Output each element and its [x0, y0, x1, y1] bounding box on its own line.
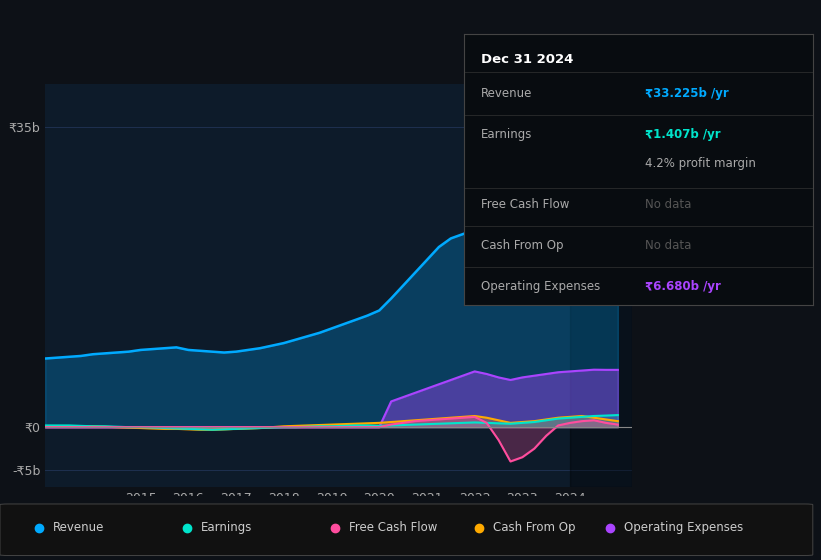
- FancyBboxPatch shape: [0, 504, 813, 556]
- Text: 4.2% profit margin: 4.2% profit margin: [645, 157, 756, 170]
- Text: Operating Expenses: Operating Expenses: [481, 279, 600, 293]
- Text: Dec 31 2024: Dec 31 2024: [481, 53, 574, 66]
- Text: Cash From Op: Cash From Op: [481, 239, 564, 252]
- Text: ₹1.407b /yr: ₹1.407b /yr: [645, 128, 721, 141]
- Text: Free Cash Flow: Free Cash Flow: [349, 521, 438, 534]
- Text: Operating Expenses: Operating Expenses: [624, 521, 743, 534]
- Text: No data: No data: [645, 239, 691, 252]
- Text: Free Cash Flow: Free Cash Flow: [481, 198, 570, 211]
- Text: No data: No data: [645, 198, 691, 211]
- Text: Revenue: Revenue: [481, 87, 533, 100]
- Text: ₹33.225b /yr: ₹33.225b /yr: [645, 87, 729, 100]
- Text: Revenue: Revenue: [53, 521, 105, 534]
- Text: Earnings: Earnings: [481, 128, 533, 141]
- Text: ₹6.680b /yr: ₹6.680b /yr: [645, 279, 721, 293]
- Bar: [570, 84, 632, 487]
- Text: Earnings: Earnings: [201, 521, 253, 534]
- Text: Cash From Op: Cash From Op: [493, 521, 575, 534]
